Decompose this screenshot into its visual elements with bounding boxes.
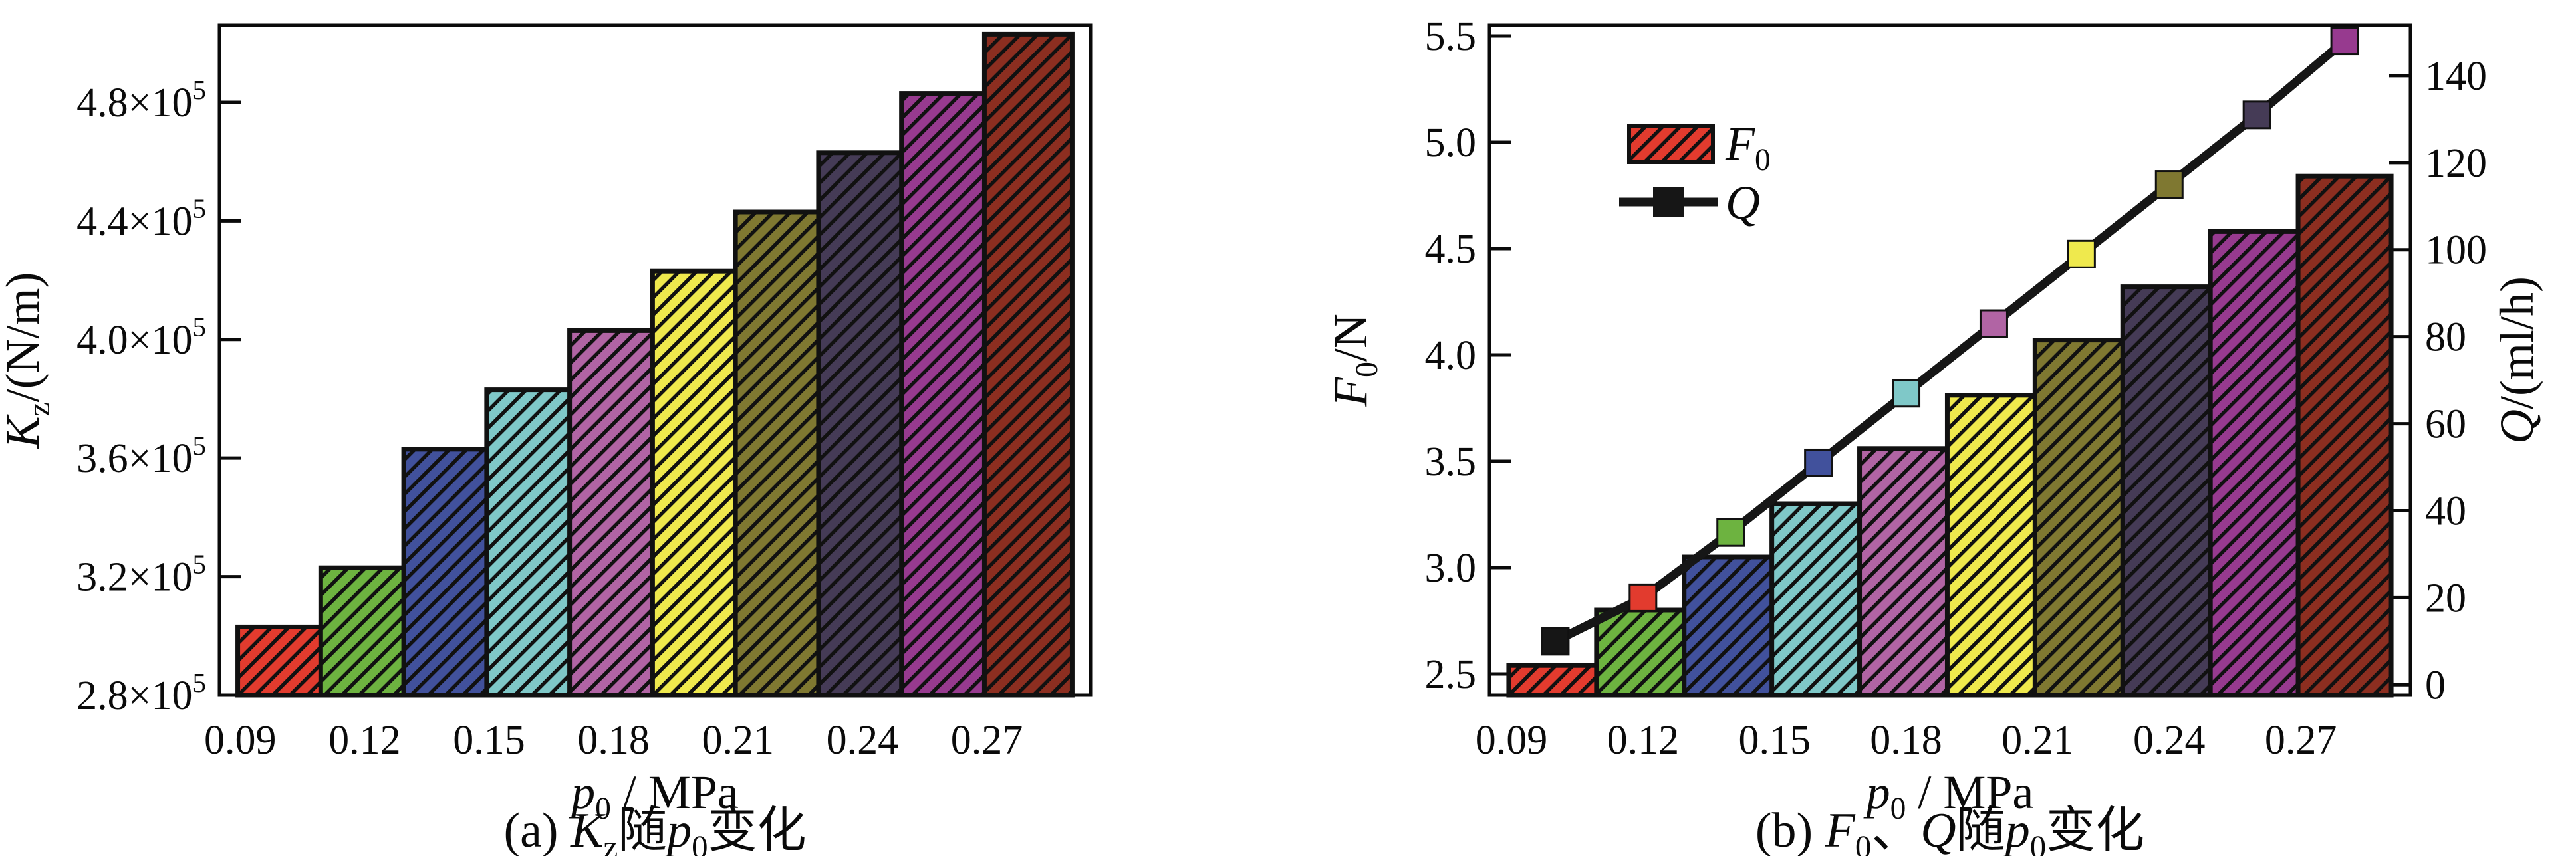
y-right-tick-label: 60 <box>2425 402 2466 447</box>
x-tick-label: 0.24 <box>827 718 899 763</box>
x-tick-label: 0.27 <box>951 718 1023 763</box>
bar <box>318 565 411 698</box>
legend-q-marker <box>1653 187 1684 217</box>
q-marker <box>2067 239 2096 268</box>
y-tick-label: 3.2×105 <box>76 550 206 600</box>
y-axis-title: Kz/(N/m) <box>0 272 57 449</box>
y-right-axis-title: Q/(ml/h) <box>2490 276 2543 444</box>
y-left-tick-label: 2.5 <box>1425 652 1477 697</box>
bar <box>484 387 577 698</box>
y-left-tick-label: 4.0 <box>1425 333 1477 378</box>
y-left-tick-label: 3.0 <box>1425 546 1477 591</box>
y-tick-label: 2.8×105 <box>76 668 206 718</box>
legend-f0-label: F0 <box>1725 117 1771 177</box>
bar <box>1944 393 2043 698</box>
legend-f0-swatch <box>1627 124 1715 164</box>
y-left-tick-label: 5.0 <box>1425 120 1477 165</box>
bar <box>1857 446 1956 698</box>
q-marker <box>1979 309 2008 338</box>
bar <box>733 209 826 698</box>
x-tick-label: 0.15 <box>453 718 525 763</box>
x-tick-label: 0.09 <box>1476 718 1548 763</box>
q-marker <box>1716 518 1745 547</box>
chart-a-stiffness-vs-pressure: 2.8×105 3.2×105 3.6×105 4.0×105 4.4×105 4.8×1… <box>0 23 1093 856</box>
x-axis-title: p0 / MPa <box>568 766 739 826</box>
y-left-tick-label: 3.5 <box>1425 439 1477 484</box>
bar <box>1594 607 1692 698</box>
x-tick-label: 0.09 <box>204 718 277 763</box>
x-tick-label: 0.27 <box>2265 718 2337 763</box>
panel-caption: (a) Kz随p0变化 <box>503 803 806 856</box>
x-tick-label: 0.21 <box>2001 718 2074 763</box>
bar <box>1769 501 1868 698</box>
bar <box>235 624 328 698</box>
y-tick-label: 4.4×105 <box>76 193 206 244</box>
q-marker <box>1541 627 1570 656</box>
y-right-tick-label: 140 <box>2425 54 2487 99</box>
x-tick-label: 0.21 <box>702 718 775 763</box>
legend: F0Q <box>1619 117 1771 229</box>
y-tick-label: 4.0×105 <box>76 312 206 363</box>
q-marker <box>1892 379 1921 408</box>
x-tick-label: 0.24 <box>2133 718 2206 763</box>
q-marker <box>2154 170 2184 199</box>
y-right-tick-label: 100 <box>2425 228 2487 273</box>
y-right-tick-label: 80 <box>2425 315 2466 360</box>
bar <box>981 31 1075 698</box>
q-marker <box>1804 448 1833 477</box>
bar <box>2120 284 2218 698</box>
chart-b-force-flowrate-vs-pressure: 2.5 3.0 3.5 4.0 4.5 5.0 5.5 0 20 40 60 80 100 120 140 0… <box>1324 14 2543 856</box>
legend-q-label: Q <box>1726 176 1760 229</box>
y-left-axis-title: F0/N <box>1324 314 1384 407</box>
y-tick-label: 4.8×105 <box>76 75 206 126</box>
q-marker <box>2330 27 2359 56</box>
x-tick-label: 0.12 <box>1607 718 1680 763</box>
bar <box>2032 338 2130 698</box>
bar <box>1506 663 1605 698</box>
y-right-tick-label: 40 <box>2425 488 2466 534</box>
y-right-tick-label: 120 <box>2425 141 2487 186</box>
bar <box>816 150 909 698</box>
y-right-tick-label: 20 <box>2425 576 2466 621</box>
bar <box>567 328 660 698</box>
q-marker <box>1628 583 1658 612</box>
y-right-tick-label: 0 <box>2425 663 2446 708</box>
x-axis-title: p0 / MPa <box>1863 766 2034 826</box>
bar <box>1682 554 1780 698</box>
q-line <box>1553 37 2348 645</box>
y-left-tick-label: 5.5 <box>1425 14 1477 59</box>
y-tick-label: 3.6×105 <box>76 431 206 481</box>
y-left-tick-label: 4.5 <box>1425 227 1477 272</box>
x-tick-label: 0.15 <box>1738 718 1811 763</box>
bar <box>899 91 992 698</box>
bar <box>2295 173 2394 698</box>
q-marker <box>2242 100 2271 130</box>
bar <box>2208 229 2306 698</box>
panel-caption: (b) F0、Q随p0变化 <box>1755 803 2144 856</box>
x-tick-label: 0.18 <box>577 718 650 763</box>
bar <box>401 447 494 698</box>
x-tick-label: 0.12 <box>328 718 401 763</box>
bar <box>650 268 743 698</box>
x-tick-label: 0.18 <box>1870 718 1942 763</box>
